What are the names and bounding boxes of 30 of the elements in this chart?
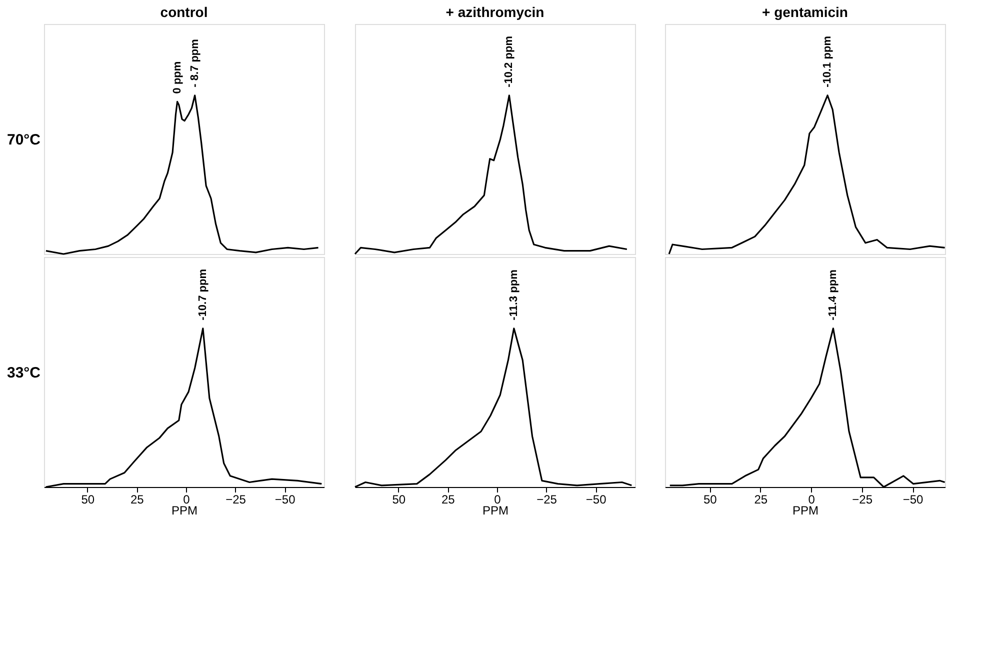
text: -10.7 ppm <box>196 268 209 320</box>
x-tick-label: 50 <box>392 492 406 506</box>
x-axis-title: PPM <box>792 504 819 518</box>
x-axis-title: PPM <box>482 504 509 518</box>
x-tick-label: −25 <box>536 492 558 506</box>
x-tick-label: 25 <box>754 492 768 506</box>
x-tick-label: 0 <box>183 492 190 506</box>
text: -10.1 ppm <box>822 36 834 88</box>
chart-title: + gentamicin <box>762 4 848 20</box>
x-tick-label: 0 <box>808 492 816 506</box>
x-tick-label: 50 <box>81 492 95 506</box>
x-tick-label: −25 <box>852 492 873 506</box>
text: -10.2 ppm <box>503 36 516 88</box>
x-tick-label: −50 <box>274 492 296 506</box>
x-tick-label: 50 <box>703 492 718 506</box>
text: -11.4 ppm <box>827 269 840 320</box>
y-axis-title: 70°C <box>6 132 41 148</box>
x-tick-label: 25 <box>441 492 456 506</box>
x-tick-label: −25 <box>226 492 246 506</box>
text: 0 ppm <box>171 61 184 94</box>
x-tick-label: 0 <box>494 492 502 506</box>
x-tick-label: 25 <box>130 492 144 506</box>
x-tick-label: −50 <box>902 492 924 506</box>
text: - 8.7 ppm <box>188 38 201 88</box>
x-tick-label: −50 <box>586 492 607 506</box>
chart-title: + azithromycin <box>446 4 544 20</box>
text: -11.3 ppm <box>508 269 520 320</box>
chart-title: control <box>160 4 208 20</box>
y-axis-title: 33°C <box>6 364 41 382</box>
x-axis-title: PPM <box>171 504 198 518</box>
